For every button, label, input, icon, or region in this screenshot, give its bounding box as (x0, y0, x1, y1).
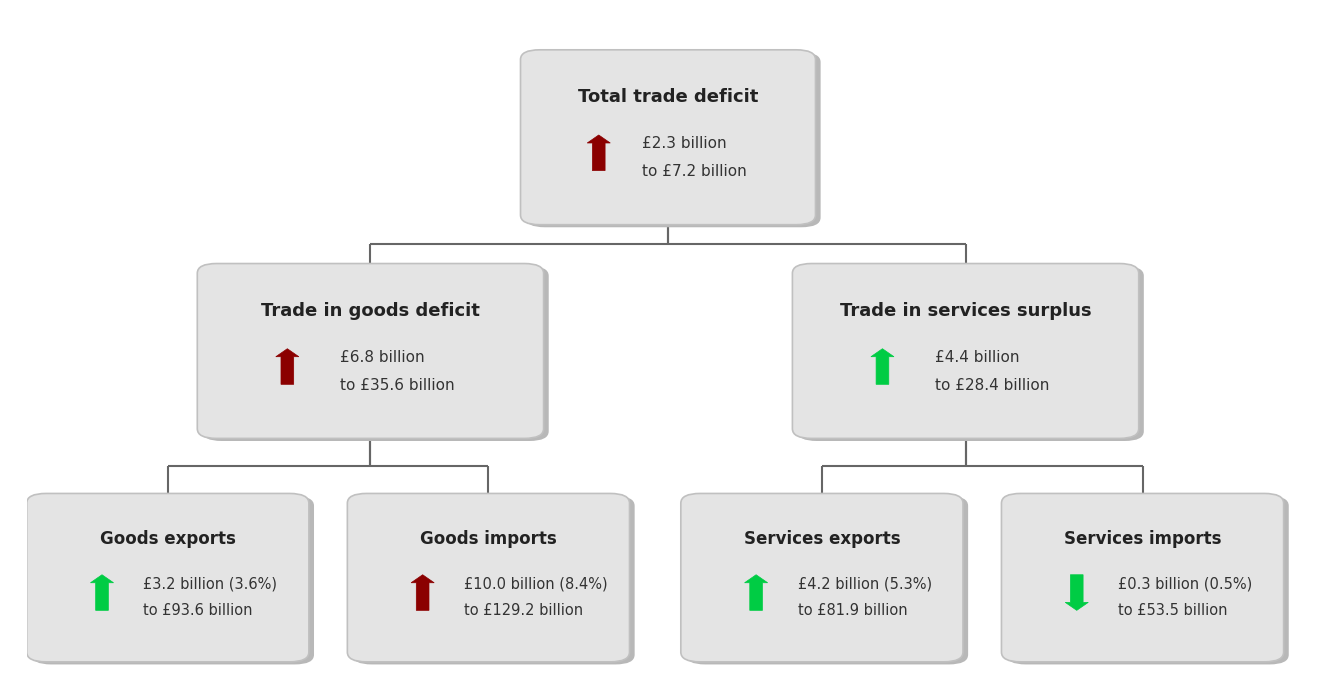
Text: Services exports: Services exports (744, 530, 900, 548)
Text: to £129.2 billion: to £129.2 billion (464, 603, 584, 618)
FancyBboxPatch shape (32, 496, 314, 664)
Text: Total trade deficit: Total trade deficit (577, 88, 759, 106)
Text: £6.8 billion: £6.8 billion (339, 350, 425, 364)
FancyBboxPatch shape (685, 496, 969, 664)
Polygon shape (275, 349, 299, 384)
Text: £0.3 billion (0.5%): £0.3 billion (0.5%) (1118, 576, 1252, 591)
FancyBboxPatch shape (681, 493, 963, 662)
Text: to £7.2 billion: to £7.2 billion (643, 164, 747, 179)
FancyBboxPatch shape (203, 266, 549, 441)
FancyBboxPatch shape (27, 493, 309, 662)
Polygon shape (1065, 575, 1089, 610)
FancyBboxPatch shape (1002, 493, 1284, 662)
Polygon shape (91, 575, 114, 610)
Polygon shape (871, 349, 894, 384)
Text: to £53.5 billion: to £53.5 billion (1118, 603, 1228, 618)
Polygon shape (744, 575, 768, 610)
Text: Services imports: Services imports (1063, 530, 1221, 548)
Text: £10.0 billion (8.4%): £10.0 billion (8.4%) (464, 576, 608, 591)
FancyBboxPatch shape (198, 264, 544, 438)
FancyBboxPatch shape (521, 50, 815, 225)
Text: Goods imports: Goods imports (420, 530, 557, 548)
Polygon shape (588, 135, 611, 171)
Text: £4.4 billion: £4.4 billion (935, 350, 1019, 364)
Text: Trade in goods deficit: Trade in goods deficit (261, 302, 480, 320)
Text: Trade in services surplus: Trade in services surplus (840, 302, 1092, 320)
Text: to £28.4 billion: to £28.4 billion (935, 378, 1049, 393)
Text: £3.2 billion (3.6%): £3.2 billion (3.6%) (143, 576, 278, 591)
FancyBboxPatch shape (525, 52, 820, 227)
Text: £4.2 billion (5.3%): £4.2 billion (5.3%) (798, 576, 931, 591)
FancyBboxPatch shape (1006, 496, 1289, 664)
Text: to £93.6 billion: to £93.6 billion (143, 603, 253, 618)
Text: £2.3 billion: £2.3 billion (643, 136, 727, 151)
Polygon shape (411, 575, 434, 610)
Text: Goods exports: Goods exports (100, 530, 235, 548)
FancyBboxPatch shape (798, 266, 1144, 441)
FancyBboxPatch shape (353, 496, 635, 664)
Text: to £35.6 billion: to £35.6 billion (339, 378, 454, 393)
FancyBboxPatch shape (347, 493, 629, 662)
Text: to £81.9 billion: to £81.9 billion (798, 603, 907, 618)
FancyBboxPatch shape (792, 264, 1138, 438)
